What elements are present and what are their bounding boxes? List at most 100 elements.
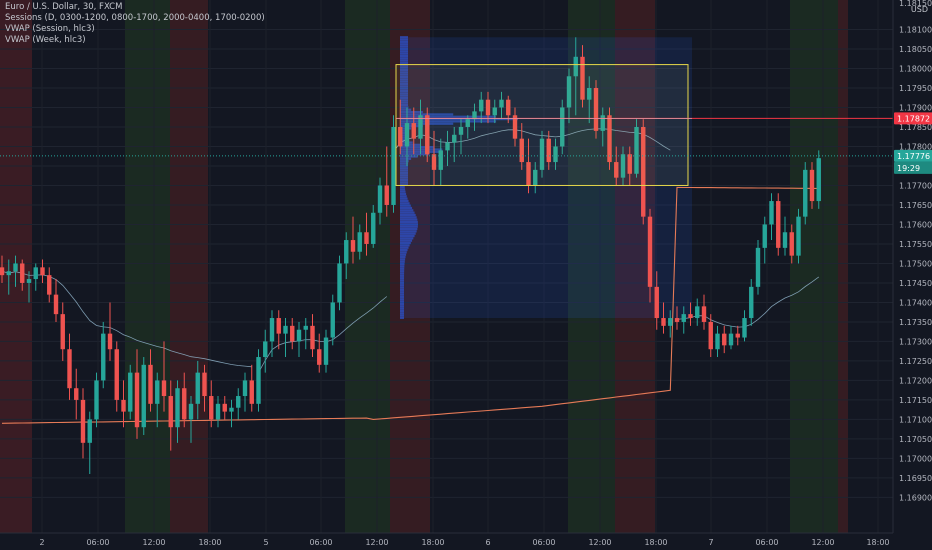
sessions-indicator-label[interactable]: Sessions (D, 0300-1200, 0800-1700, 2000-… [5, 13, 265, 23]
candle [148, 349, 153, 412]
candle-body [209, 396, 214, 420]
candle [634, 119, 639, 178]
candle [74, 368, 79, 420]
candle [614, 146, 619, 186]
candle [566, 68, 572, 124]
candle-body [681, 314, 686, 322]
volume-profile-bar [400, 281, 405, 284]
volume-profile-bar [400, 298, 405, 301]
time-axis[interactable] [0, 533, 893, 550]
candle [708, 314, 713, 358]
candle [67, 333, 72, 400]
overlay-layer [0, 64, 893, 186]
vwap-week-indicator-label[interactable]: VWAP (Week, hlc3) [5, 35, 86, 45]
candle [168, 380, 173, 451]
candle-body [182, 388, 187, 420]
candle [114, 341, 119, 412]
candle [735, 325, 740, 346]
symbol-title[interactable]: Euro / U.S. Dollar, 30, FXCM [5, 2, 123, 12]
candle-body [215, 403, 221, 420]
volume-profile-bar [400, 218, 418, 221]
candle-body [580, 56, 585, 100]
candle-body [80, 399, 86, 443]
volume-profile-bar [400, 209, 414, 212]
candle-body [404, 123, 410, 147]
candle-body [310, 325, 315, 350]
candle [796, 208, 801, 264]
volume-profile-bar [400, 199, 409, 203]
candle [20, 259, 25, 291]
vwap-session-line [258, 296, 388, 373]
volume-profile-bar [400, 113, 454, 116]
volume-profile-bar [400, 248, 408, 252]
volume-profile-bar [400, 78, 408, 81]
candle [80, 388, 86, 459]
bar-countdown-badge[interactable] [894, 161, 932, 174]
volume-profile-bar [400, 36, 408, 39]
candle [121, 380, 126, 428]
candle-body [600, 115, 605, 131]
time-tick-label: 12:00 [588, 538, 611, 547]
volume-profile-bar [400, 85, 408, 88]
candle-body [384, 185, 389, 205]
alert-price-badge[interactable] [894, 112, 932, 125]
candle [701, 294, 707, 330]
candle [161, 341, 167, 412]
candle [215, 396, 221, 428]
candle [742, 310, 747, 342]
candle [539, 130, 545, 178]
volume-profile-bar [400, 288, 405, 291]
volume-profile-bar [400, 293, 405, 296]
candle-body [620, 154, 626, 178]
volume-profile-bar [400, 75, 408, 79]
candle-body [53, 294, 59, 315]
candle [485, 91, 491, 124]
current-price-badge[interactable] [894, 149, 932, 162]
candle [236, 388, 241, 420]
price-tick-label: 1.17950 [899, 84, 932, 93]
session-background-layer [0, 0, 848, 533]
price-axis[interactable] [893, 0, 932, 550]
volume-profile-bar [400, 185, 405, 189]
volume-profile-bar [400, 89, 408, 93]
volume-profile-bar [400, 115, 497, 118]
candle [296, 321, 302, 358]
volume-profile-bar [400, 316, 404, 320]
candle [776, 193, 781, 256]
volume-profile-bar [400, 244, 410, 247]
current-price-badge-text: 1.17776 [897, 152, 930, 161]
volume-profile-bar [400, 155, 418, 158]
volume-profile-bar [400, 277, 405, 280]
candle-body [796, 216, 801, 256]
candle [269, 310, 275, 358]
candle-body [168, 396, 173, 428]
candle [276, 310, 281, 350]
candle [512, 107, 518, 147]
price-tick-label: 1.17600 [899, 220, 932, 229]
candle-body [742, 318, 747, 338]
volume-profile-bar [400, 232, 416, 235]
volume-profile-bar [400, 68, 408, 72]
candle-body [634, 126, 639, 174]
candle-body [128, 372, 133, 412]
candle-body [492, 107, 497, 116]
candle-body [445, 142, 450, 151]
volume-profile-bar [400, 220, 418, 224]
volume-profile-bar [400, 106, 409, 109]
volume-profile-bar [400, 92, 408, 95]
candle [728, 325, 734, 350]
candle [364, 212, 369, 256]
candle [107, 302, 113, 361]
candle [526, 138, 531, 194]
candle-body [26, 279, 32, 283]
candle [87, 411, 92, 475]
candle-body [614, 162, 619, 178]
vwap-session-indicator-label[interactable]: VWAP (Session, hlc3) [5, 24, 95, 34]
candle-body [249, 380, 254, 404]
value-area-box[interactable] [395, 64, 689, 186]
time-tick-label: 06:00 [86, 538, 109, 547]
candle-body [809, 169, 815, 202]
candle-body [94, 380, 99, 420]
